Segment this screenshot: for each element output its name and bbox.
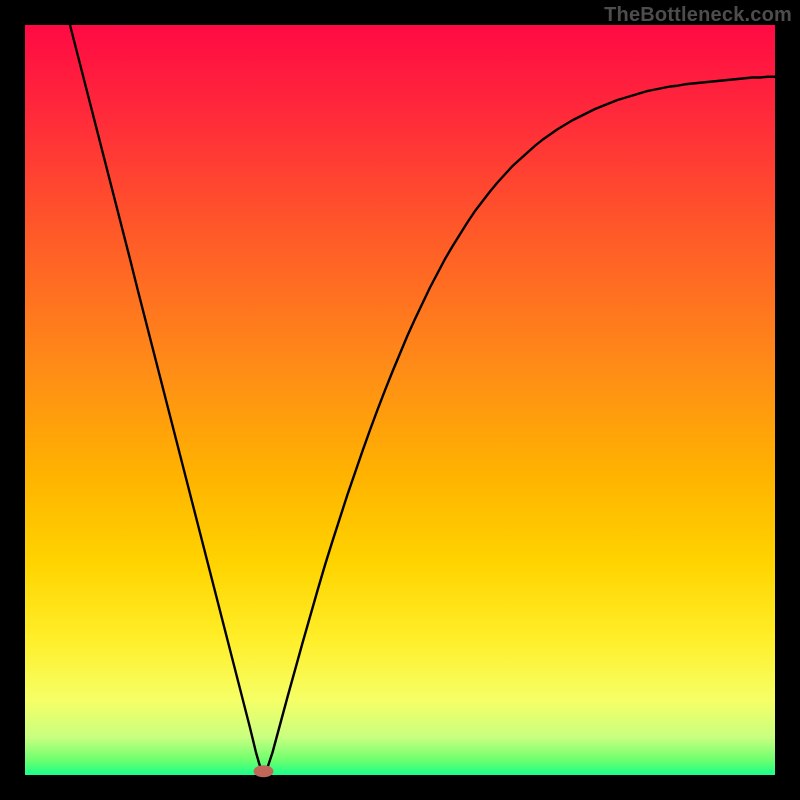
chart-background-gradient — [25, 25, 775, 775]
watermark-text: TheBottleneck.com — [604, 4, 792, 27]
bottleneck-chart — [0, 0, 800, 800]
chart-frame: TheBottleneck.com — [0, 0, 800, 800]
optimal-point-marker — [254, 765, 274, 777]
